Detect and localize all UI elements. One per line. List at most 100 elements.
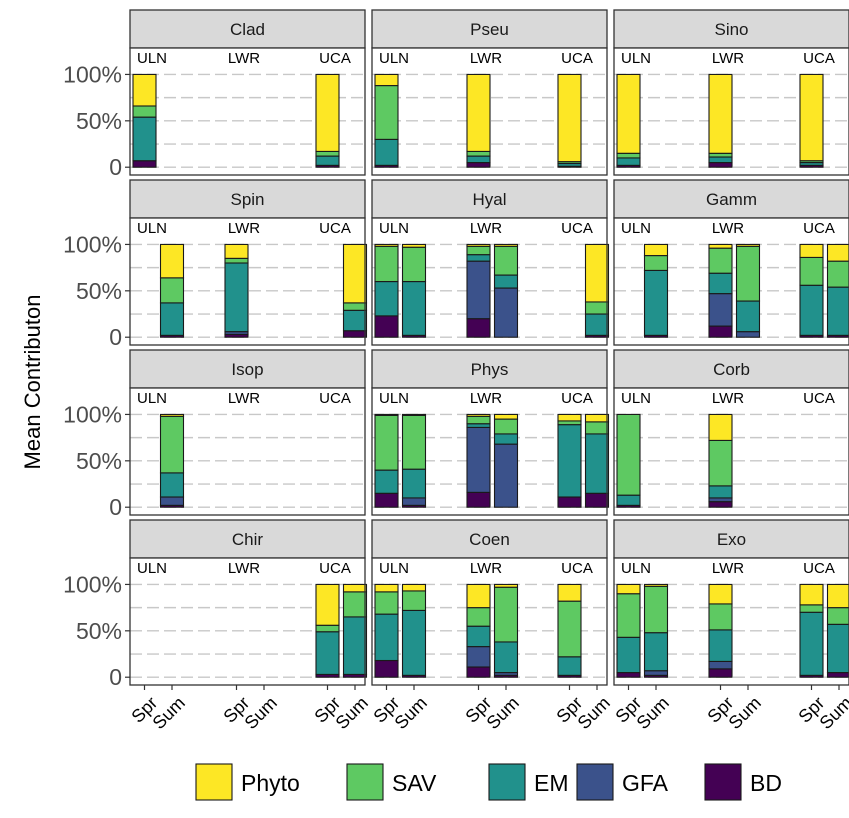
location-label: UCA: [561, 390, 593, 407]
bar-segment-em: [799, 284, 824, 336]
bar-segment-sav: [708, 439, 733, 487]
bar-segment-em: [374, 280, 399, 317]
bar-segment-phyto: [708, 73, 733, 154]
bar-segment-sav: [735, 245, 761, 302]
bar-segment-phyto: [735, 243, 761, 247]
bar-segment-em: [466, 254, 491, 262]
location-label: LWR: [470, 50, 502, 67]
location-label: LWR: [228, 220, 260, 237]
bar-segment-phyto: [315, 73, 340, 152]
bar-segment-sav: [493, 418, 519, 435]
bar-segment-em: [159, 302, 185, 336]
location-label: ULN: [379, 220, 409, 237]
y-tick-label: 50%: [76, 108, 122, 134]
legend-swatch-gfa: [576, 763, 614, 801]
strip-background: [613, 9, 849, 49]
bar-segment-sav: [401, 246, 427, 283]
facet-title: Exo: [717, 530, 746, 549]
bar-segment-phyto: [557, 413, 582, 422]
bar-segment-phyto: [826, 243, 849, 262]
bar-segment-phyto: [342, 243, 368, 304]
bar-segment-em: [401, 468, 427, 499]
bar-segment-bd: [708, 162, 733, 168]
location-label: UCA: [803, 220, 835, 237]
bar-segment-sav: [584, 301, 610, 315]
location-label: ULN: [379, 50, 409, 67]
y-tick-label: 50%: [76, 278, 122, 304]
bar-segment-em: [708, 156, 733, 164]
bar-segment-sav: [159, 415, 185, 474]
y-tick-label: 50%: [76, 448, 122, 474]
bar-segment-em: [342, 616, 368, 675]
y-tick-label: 50%: [76, 618, 122, 644]
bar-segment-bd: [708, 668, 733, 678]
y-tick-label: 100%: [63, 231, 122, 257]
bar-segment-em: [374, 469, 399, 494]
bar-segment-gfa: [708, 293, 733, 327]
location-label: LWR: [712, 390, 744, 407]
location-label: LWR: [228, 50, 260, 67]
location-label: LWR: [228, 390, 260, 407]
bar-segment-phyto: [826, 583, 849, 609]
bar-segment-sav: [826, 260, 849, 288]
bar-segment-gfa: [493, 443, 519, 508]
panel-border: [129, 217, 366, 346]
facet-title: Sino: [714, 20, 748, 39]
bar-segment-bd: [342, 330, 368, 338]
bar-segment-phyto: [159, 243, 185, 279]
location-label: ULN: [621, 50, 651, 67]
legend-label: EM: [534, 770, 569, 796]
facet-panel: Gamm ULN LWR UCA: [613, 179, 849, 346]
bar-segment-em: [466, 155, 491, 164]
bar-segment-phyto: [799, 73, 824, 162]
location-label: ULN: [621, 560, 651, 577]
bar-segment-em: [342, 309, 368, 332]
bar-segment-bd: [374, 492, 399, 508]
bar-segment-phyto: [708, 243, 733, 249]
location-label: LWR: [228, 560, 260, 577]
location-label: UCA: [561, 220, 593, 237]
facet-title: Clad: [230, 20, 265, 39]
bar-segment-bd: [557, 496, 582, 508]
bar-segment-em: [493, 641, 519, 674]
location-label: UCA: [319, 560, 351, 577]
legend-swatch-bd: [704, 763, 742, 801]
bar-segment-sav: [708, 603, 733, 631]
x-tick-label: Sum: [332, 693, 372, 733]
bar-segment-bd: [616, 672, 641, 678]
bar-segment-bd: [708, 501, 733, 508]
bar-segment-sav: [224, 257, 249, 264]
panel-border: [129, 387, 366, 516]
bar-segment-phyto: [466, 413, 491, 417]
bar-segment-sav: [616, 593, 641, 638]
bar-segment-sav: [315, 624, 340, 633]
location-label: UCA: [319, 390, 351, 407]
bar-segment-sav: [401, 414, 427, 470]
bar-segment-em: [315, 155, 340, 166]
bar-segment-em: [708, 485, 733, 499]
strip-background: [129, 519, 366, 559]
y-tick-label: 0: [109, 154, 122, 180]
location-label: LWR: [470, 560, 502, 577]
bar-segment-gfa: [708, 497, 733, 503]
legend-label: SAV: [392, 770, 437, 796]
bar-segment-sav: [466, 245, 491, 256]
bar-segment-phyto: [401, 243, 427, 248]
location-label: UCA: [561, 560, 593, 577]
location-label: ULN: [621, 220, 651, 237]
facet-title: Corb: [713, 360, 750, 379]
bar-segment-phyto: [374, 413, 399, 416]
x-tick-label: Sum: [149, 693, 189, 733]
bar-segment-phyto: [224, 243, 249, 259]
bar-segment-bd: [466, 162, 491, 168]
facet-title: Hyal: [472, 190, 506, 209]
bar-segment-phyto: [584, 243, 610, 303]
y-tick-label: 100%: [63, 61, 122, 87]
bar-segment-em: [616, 636, 641, 674]
facet-title: Phys: [471, 360, 509, 379]
bar-segment-bd: [374, 315, 399, 338]
legend: Phyto SAV EM GFA BD: [195, 763, 782, 801]
bar-segment-phyto: [557, 583, 582, 602]
x-tick-label: Sum: [483, 693, 523, 733]
